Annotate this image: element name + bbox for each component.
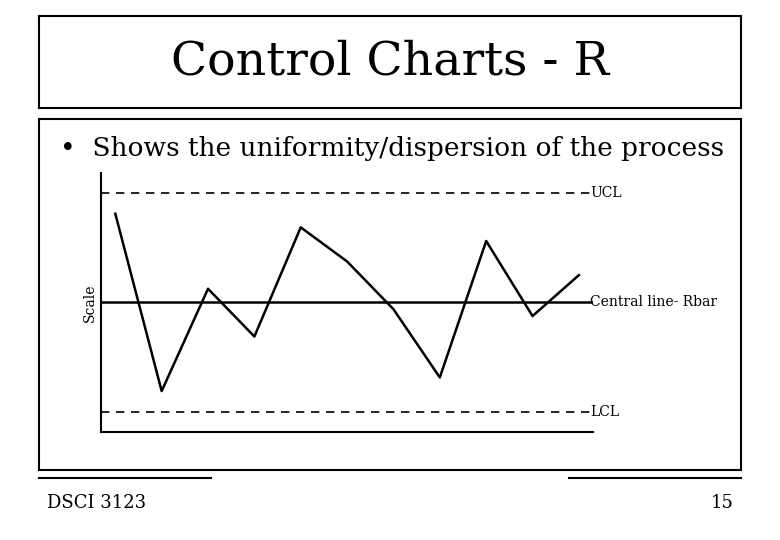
Text: 15: 15 — [711, 494, 733, 512]
Text: •  Shows the uniformity/dispersion of the process: • Shows the uniformity/dispersion of the… — [60, 137, 724, 161]
Text: Central line- Rbar: Central line- Rbar — [590, 295, 717, 309]
Text: LCL: LCL — [590, 404, 619, 418]
Text: Control Charts - R: Control Charts - R — [171, 39, 609, 85]
Text: UCL: UCL — [590, 186, 622, 200]
Text: DSCI 3123: DSCI 3123 — [47, 494, 146, 512]
Y-axis label: Scale: Scale — [83, 283, 98, 322]
